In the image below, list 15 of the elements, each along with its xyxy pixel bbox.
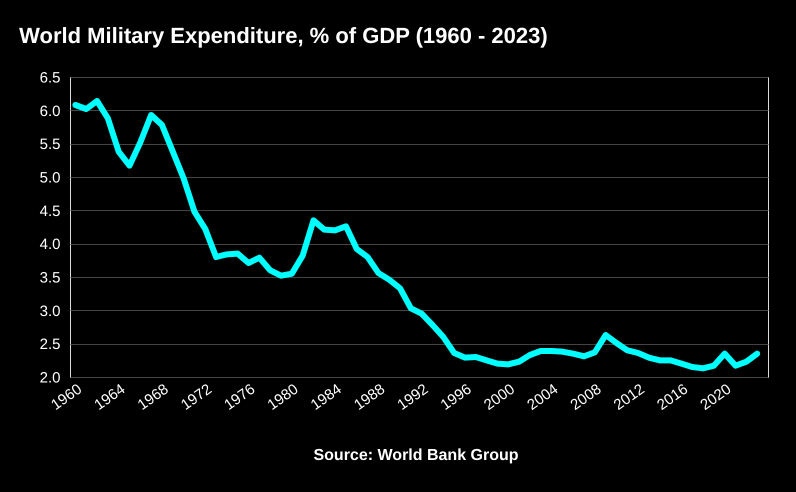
y-tick-label: 6.0 [40,102,60,120]
y-tick-label: 2.5 [40,336,60,354]
chart-title: World Military Expenditure, % of GDP (1960 - 2023) [19,23,548,48]
x-tick-label: 2020 [697,380,734,414]
y-tick-label: 6.5 [40,70,60,86]
source-note: Source: World Bank Group [313,447,519,464]
y-tick-label: 2.0 [40,370,60,386]
y-tick-label: 3.5 [40,270,60,286]
x-tick-label: 1980 [264,380,302,414]
y-tick-label: 4.5 [40,202,60,220]
y-tick-label: 3.0 [40,302,60,320]
y-tick-label: 5.0 [40,170,60,186]
y-tick-label: 5.5 [40,136,60,154]
x-tick-label: 2000 [480,380,518,414]
y-tick-label: 4.0 [40,236,60,254]
